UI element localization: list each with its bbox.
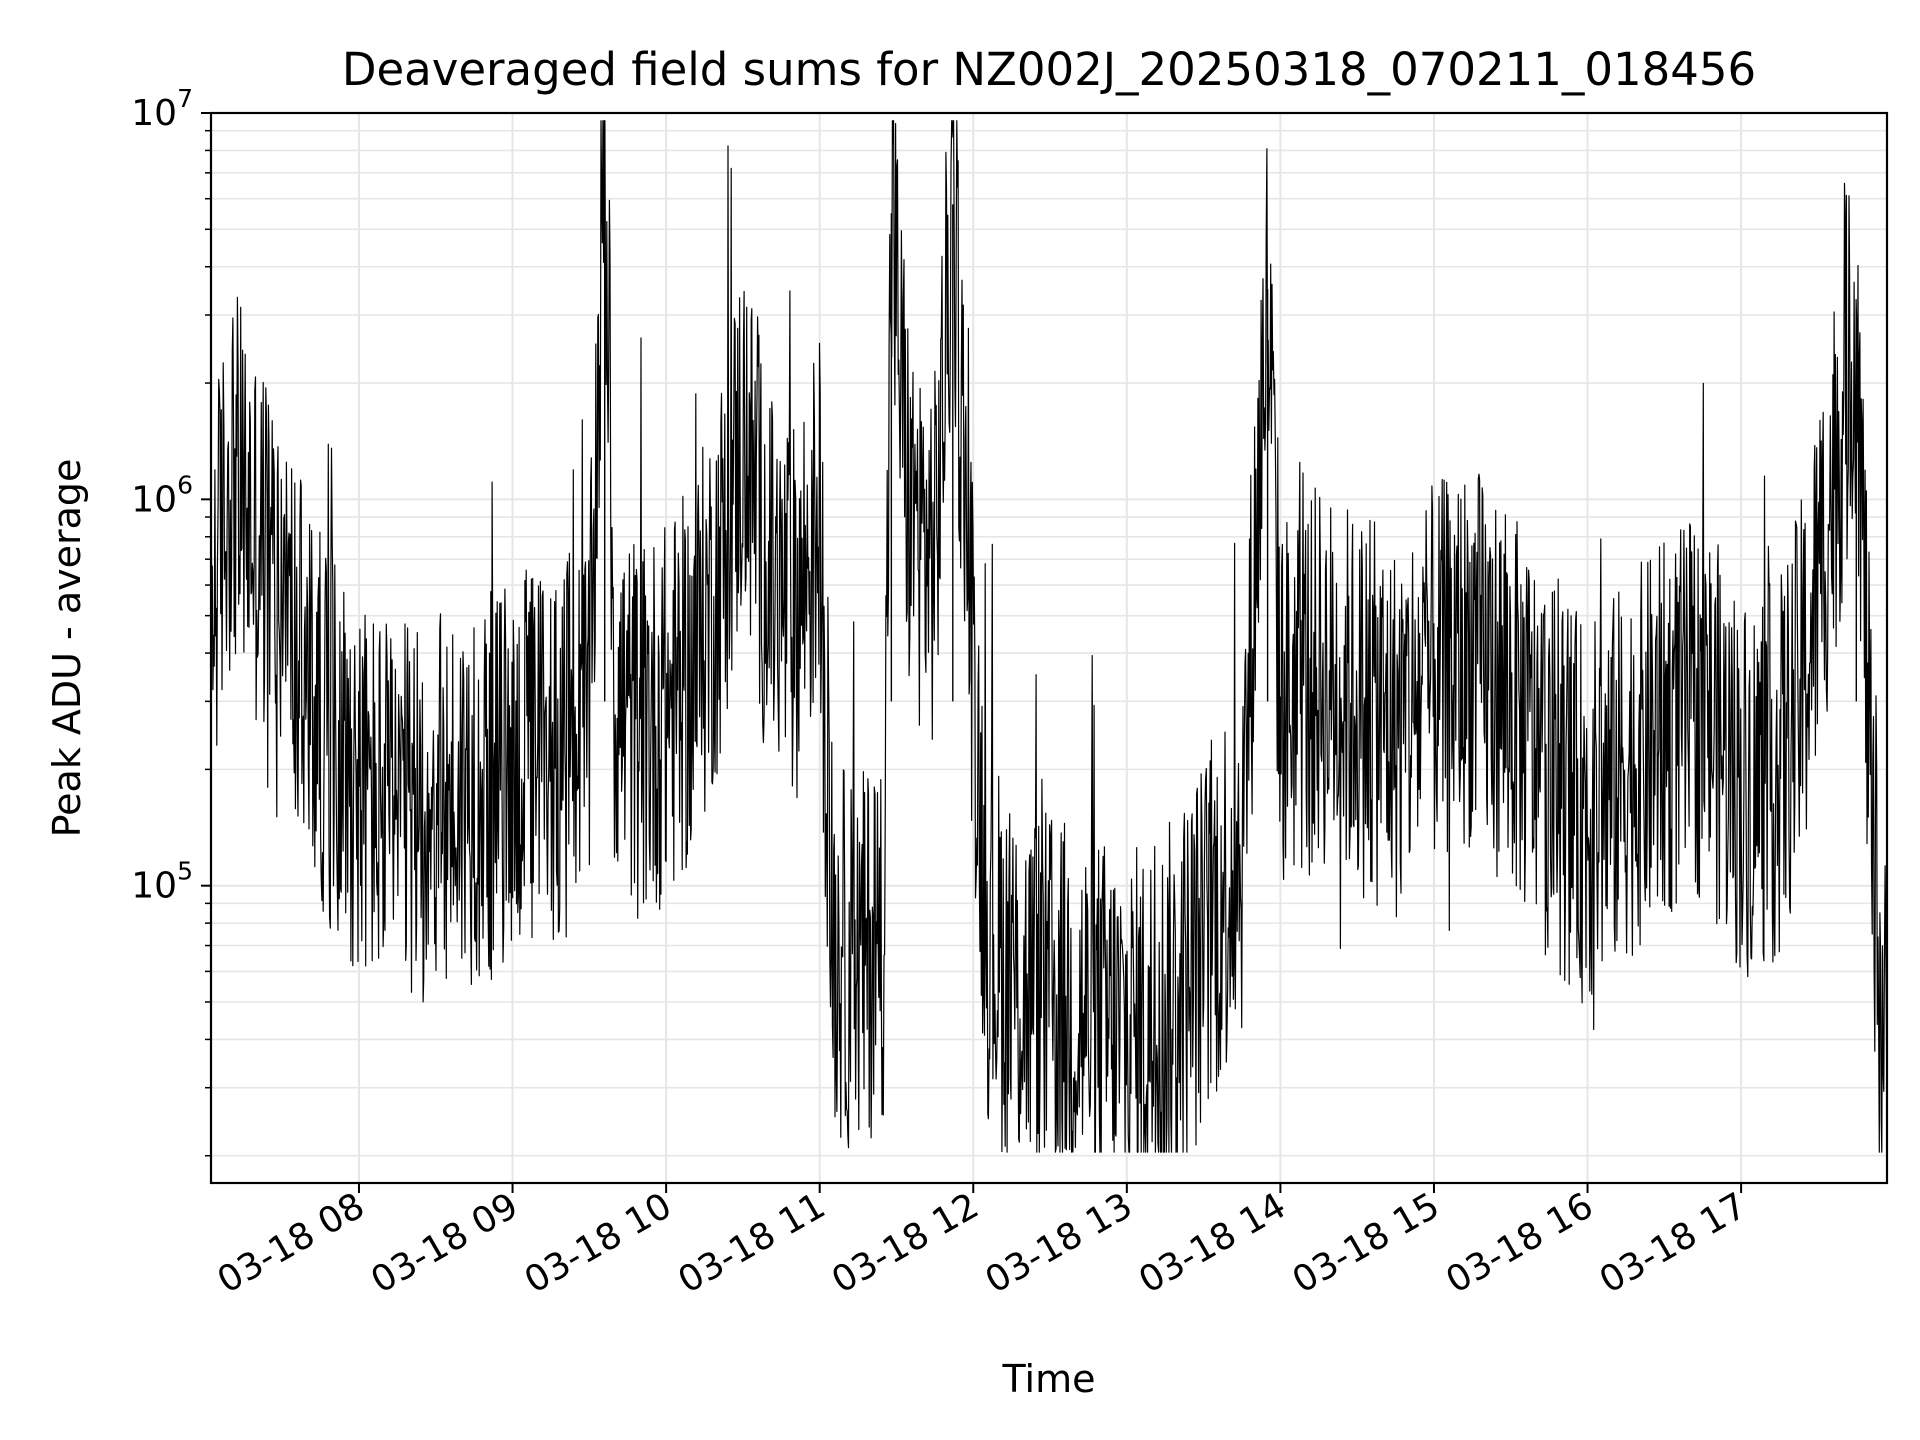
- x-axis-label: Time: [1002, 1357, 1096, 1401]
- x-tick-label: 03-18 15: [1286, 1185, 1447, 1301]
- x-tick-label: 03-18 12: [825, 1185, 986, 1301]
- y-tick-label: 107: [131, 84, 193, 134]
- y-tick-label: 106: [131, 470, 193, 520]
- x-tick-label: 03-18 08: [211, 1185, 372, 1301]
- chart-title: Deaveraged field sums for NZ002J_2025031…: [342, 43, 1756, 96]
- y-axis-label: Peak ADU - average: [45, 459, 89, 838]
- x-tick-label: 03-18 09: [364, 1185, 525, 1301]
- x-tick-label: 03-18 11: [672, 1185, 833, 1301]
- x-tick-label: 03-18 14: [1132, 1185, 1293, 1301]
- x-tick-label: 03-18 17: [1593, 1185, 1754, 1301]
- series-polyline: [210, 120, 1888, 1153]
- series-line: [210, 120, 1888, 1153]
- x-tick-label: 03-18 16: [1439, 1185, 1600, 1301]
- y-tick-label: 105: [131, 857, 193, 907]
- plot-frame: [209, 111, 1889, 1185]
- x-tick-label: 03-18 10: [518, 1185, 679, 1301]
- x-tick-label: 03-18 13: [979, 1185, 1140, 1301]
